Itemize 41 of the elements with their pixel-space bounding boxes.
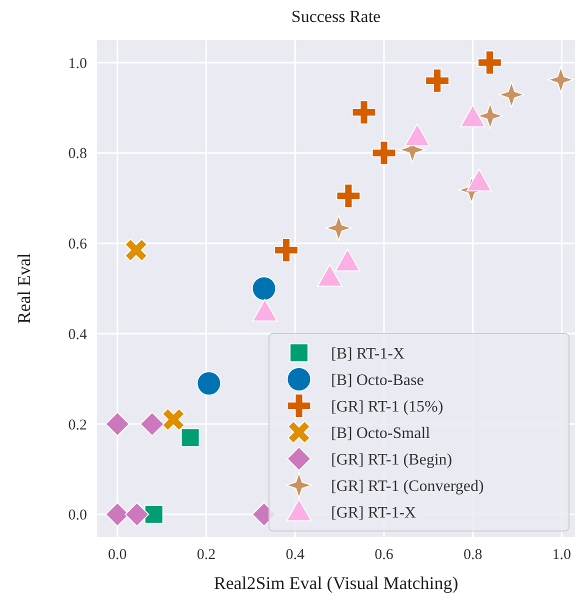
legend-label: [B] Octo-Small	[331, 424, 431, 442]
y-tick-label: 0.2	[68, 417, 87, 434]
x-tick-label: 0.6	[374, 547, 394, 563]
point	[124, 238, 148, 262]
point	[498, 82, 525, 108]
y-tick-label: 0.8	[68, 146, 87, 162]
point	[140, 412, 164, 436]
point	[548, 66, 574, 93]
y-tick-label: 0.6	[68, 236, 88, 253]
legend-label: [B] Octo-Base	[331, 372, 424, 389]
point	[162, 408, 185, 431]
x-axis-title: Real2Sim Eval (Visual Matching)	[214, 573, 458, 593]
y-tick-label: 0.4	[68, 326, 88, 343]
legend-label: [B] RT-1-X	[331, 345, 405, 362]
point	[196, 371, 222, 396]
legend-label: [GR] RT-1-X	[331, 504, 417, 522]
point	[124, 502, 150, 527]
y-tick-label: 1.0	[68, 56, 87, 72]
point	[425, 68, 450, 93]
point	[180, 428, 200, 448]
x-tick-label: 0.2	[196, 547, 216, 563]
x-tick-label: 0.0	[108, 547, 127, 563]
x-tick-label: 0.4	[286, 547, 306, 563]
legend-label: [GR] RT-1 (15%)	[331, 398, 444, 416]
x-tick-label: 0.8	[463, 547, 482, 563]
point	[478, 50, 502, 75]
x-tick-label: 1.0	[552, 547, 572, 563]
point	[274, 238, 298, 262]
y-axis-title: Real Eval	[14, 253, 34, 324]
point	[326, 214, 352, 242]
point	[352, 100, 376, 124]
point	[105, 412, 130, 436]
point	[252, 276, 276, 301]
legend-label: [GR] RT-1 (Converged)	[331, 478, 484, 495]
point	[477, 102, 504, 130]
point	[144, 504, 164, 524]
chart-title: Success Rate	[291, 7, 381, 26]
point	[372, 140, 396, 166]
legend-label: [GR] RT-1 (Begin)	[331, 451, 452, 468]
point	[336, 184, 361, 208]
y-tick-label: 0.0	[68, 508, 87, 524]
